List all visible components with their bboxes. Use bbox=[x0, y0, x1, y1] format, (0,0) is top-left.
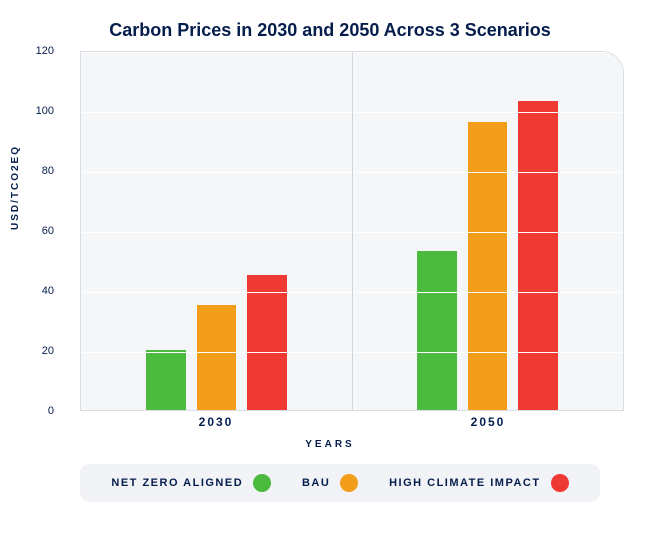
y-tick-label: 40 bbox=[24, 285, 54, 297]
legend: NET ZERO ALIGNED BAU HIGH CLIMATE IMPACT bbox=[80, 464, 600, 502]
y-tick-label: 20 bbox=[24, 345, 54, 357]
bar-bau-2050 bbox=[468, 122, 508, 410]
y-axis-label: USD/TCO2EQ bbox=[10, 145, 21, 230]
legend-label: NET ZERO ALIGNED bbox=[111, 477, 243, 489]
x-tick-label: 2030 bbox=[199, 415, 234, 429]
bar-high-climate-impact-2050 bbox=[518, 101, 558, 410]
y-tick-label: 120 bbox=[24, 45, 54, 57]
chart-container: Carbon Prices in 2030 and 2050 Across 3 … bbox=[0, 0, 660, 535]
y-tick-label: 80 bbox=[24, 165, 54, 177]
x-axis-label: YEARS bbox=[20, 439, 640, 450]
legend-item: HIGH CLIMATE IMPACT bbox=[389, 474, 569, 492]
legend-swatch bbox=[253, 474, 271, 492]
y-tick-label: 100 bbox=[24, 105, 54, 117]
bar-net-zero-aligned-2050 bbox=[417, 251, 457, 410]
legend-swatch bbox=[340, 474, 358, 492]
legend-label: HIGH CLIMATE IMPACT bbox=[389, 477, 541, 489]
x-tick-label: 2050 bbox=[471, 415, 506, 429]
legend-item: NET ZERO ALIGNED bbox=[111, 474, 271, 492]
y-tick-label: 0 bbox=[24, 405, 54, 417]
x-tick-row: 2030 2050 bbox=[80, 411, 624, 433]
bar-net-zero-aligned-2030 bbox=[146, 350, 186, 410]
y-tick-label: 60 bbox=[24, 225, 54, 237]
bar-high-climate-impact-2030 bbox=[247, 275, 287, 410]
chart-title: Carbon Prices in 2030 and 2050 Across 3 … bbox=[20, 20, 640, 41]
legend-item: BAU bbox=[302, 474, 358, 492]
bar-bau-2030 bbox=[197, 305, 237, 410]
legend-label: BAU bbox=[302, 477, 330, 489]
group-divider bbox=[352, 52, 353, 410]
plot-area bbox=[80, 51, 624, 411]
legend-swatch bbox=[551, 474, 569, 492]
